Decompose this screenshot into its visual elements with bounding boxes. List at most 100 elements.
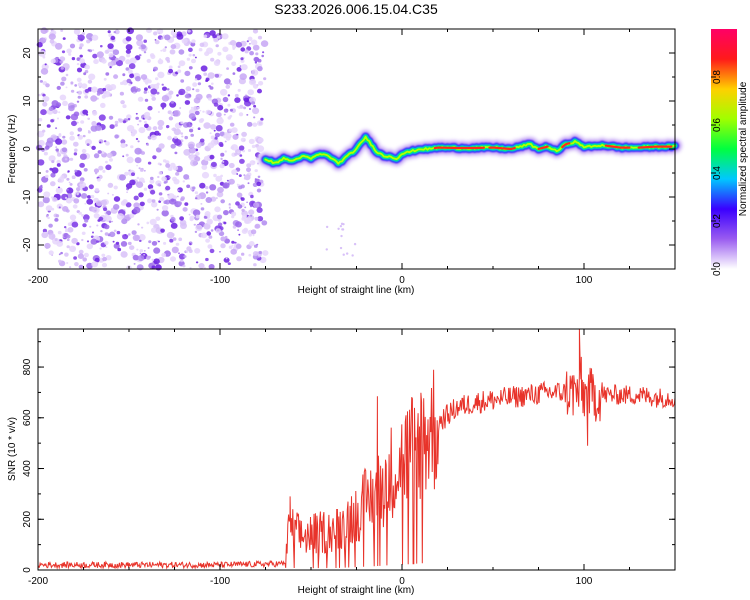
noise-dot <box>189 217 194 222</box>
noise-dot <box>249 108 251 110</box>
snr-x-tick-label: -200 <box>28 576 48 587</box>
noise-dot <box>153 247 161 254</box>
noise-dot <box>108 115 114 120</box>
noise-dot <box>67 170 70 173</box>
noise-dot <box>149 218 157 226</box>
noise-dot <box>244 174 251 181</box>
noise-dot <box>71 104 75 109</box>
noise-dot <box>116 60 123 67</box>
noise-dot <box>176 94 179 97</box>
noise-dot <box>183 255 187 258</box>
noise-dot <box>37 201 45 208</box>
noise-dot <box>215 125 223 132</box>
noise-dot <box>92 110 98 116</box>
noise-dot <box>151 227 157 233</box>
noise-dot <box>235 41 243 48</box>
noise-dot <box>185 250 189 253</box>
noise-dot <box>165 56 170 62</box>
noise-dot <box>258 250 262 255</box>
noise-dot <box>194 230 198 233</box>
noise-dot <box>55 214 60 218</box>
noise-dot <box>197 106 200 110</box>
noise-dot <box>223 221 227 225</box>
noise-dot <box>48 223 53 228</box>
noise-dot <box>194 191 199 195</box>
spectrogram-y-tick-label: 20 <box>22 47 33 59</box>
noise-dot <box>251 101 256 105</box>
noise-dot <box>101 262 108 268</box>
noise-dot <box>182 264 186 268</box>
noise-dot <box>339 246 343 250</box>
noise-dot <box>156 208 159 211</box>
noise-dot <box>175 242 180 246</box>
noise-dot <box>49 39 55 44</box>
noise-dot <box>105 164 112 171</box>
noise-dot <box>240 64 248 71</box>
noise-dot <box>223 108 229 113</box>
noise-dot <box>182 180 185 183</box>
noise-dot <box>189 243 192 246</box>
noise-dot <box>227 56 231 61</box>
noise-dot <box>109 124 115 129</box>
noise-dot <box>213 37 219 43</box>
noise-dot <box>222 96 229 103</box>
noise-dot <box>187 29 191 33</box>
noise-dot <box>247 89 254 96</box>
noise-dot <box>232 72 236 75</box>
noise-dot <box>217 229 219 232</box>
noise-dot <box>228 204 231 207</box>
noise-dot <box>107 182 114 188</box>
noise-dot <box>91 121 97 126</box>
noise-dot <box>69 43 76 49</box>
noise-dot <box>209 184 217 191</box>
noise-dot <box>216 191 224 198</box>
noise-dot <box>143 187 148 191</box>
noise-dot <box>63 226 67 229</box>
noise-dot <box>105 160 108 164</box>
noise-dot <box>76 100 80 103</box>
noise-dot <box>249 51 255 56</box>
noise-dot <box>184 135 188 140</box>
noise-dot <box>256 181 262 187</box>
noise-dot <box>220 236 226 242</box>
noise-dot <box>151 199 156 203</box>
noise-dot <box>45 83 50 88</box>
noise-dot <box>188 213 191 216</box>
noise-dot <box>91 86 98 93</box>
noise-dot <box>100 102 106 108</box>
noise-dot <box>60 81 65 86</box>
noise-dot <box>216 197 218 199</box>
noise-dot <box>45 170 49 173</box>
noise-dot <box>157 175 160 179</box>
noise-dot <box>260 117 264 121</box>
noise-dot <box>60 251 63 255</box>
noise-dot <box>77 34 85 41</box>
noise-dot <box>65 73 69 77</box>
noise-dot <box>129 245 135 251</box>
noise-dot <box>61 139 68 145</box>
noise-dot <box>39 80 44 83</box>
colorbar-tick-label: 0.2 <box>712 214 723 228</box>
noise-dot <box>249 43 251 45</box>
noise-dot <box>150 88 158 95</box>
snr-y-tick-label: 800 <box>22 358 33 375</box>
noise-dot <box>108 53 114 58</box>
noise-dot <box>119 91 124 96</box>
noise-dot <box>155 77 159 81</box>
noise-dot <box>169 49 176 55</box>
noise-dot <box>49 167 53 171</box>
noise-dot <box>86 39 91 44</box>
colorbar-gradient <box>711 29 737 269</box>
noise-dot <box>232 225 237 229</box>
noise-dot <box>187 141 196 149</box>
noise-dot <box>78 264 84 269</box>
noise-dot <box>69 214 77 221</box>
noise-dot <box>243 106 247 110</box>
noise-dot <box>170 198 175 202</box>
noise-dot <box>116 213 125 220</box>
noise-dot <box>105 72 110 76</box>
noise-dot <box>86 262 93 269</box>
noise-dot <box>188 47 193 52</box>
noise-dot <box>68 188 72 191</box>
noise-dot <box>115 241 120 245</box>
